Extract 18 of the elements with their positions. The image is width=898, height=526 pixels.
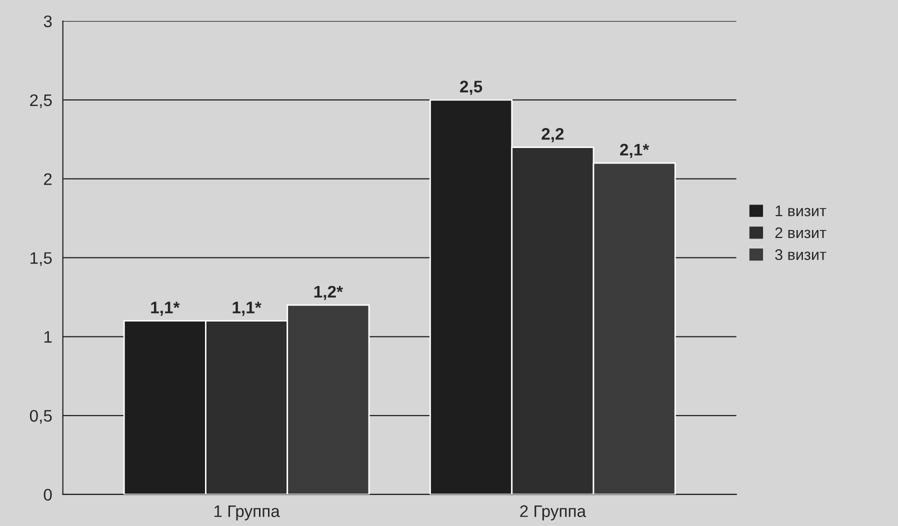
data-label: 1,2* bbox=[314, 286, 343, 300]
data-label: 1,1* bbox=[151, 302, 180, 316]
legend-label: 3 визит bbox=[775, 249, 826, 260]
y-tick-label: 3 bbox=[44, 15, 52, 28]
x-tick-label: 1 Группа bbox=[214, 505, 280, 520]
y-tick-label: 0 bbox=[44, 488, 52, 501]
y-tick-label: 2 bbox=[44, 173, 52, 185]
y-tick-label: 0,5 bbox=[30, 410, 52, 424]
legend-label: 1 визит bbox=[776, 206, 826, 216]
data-label: 2,1* bbox=[620, 144, 650, 158]
data-label: 1,1* bbox=[232, 302, 262, 316]
y-tick-label: 1 bbox=[44, 331, 52, 343]
y-tick-label: 1,5 bbox=[30, 252, 52, 266]
data-label: 2,2 bbox=[542, 128, 564, 142]
data-label: 2,5 bbox=[460, 80, 482, 95]
x-tick-label: 2 Группа bbox=[520, 505, 586, 520]
legend-label: 2 визит bbox=[775, 227, 826, 238]
y-tick-label: 2,5 bbox=[30, 94, 52, 108]
